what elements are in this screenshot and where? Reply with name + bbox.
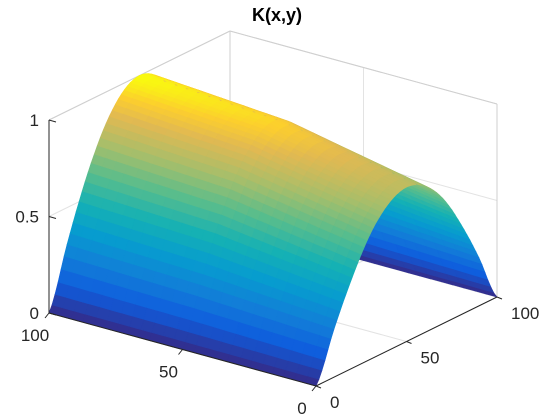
y-tick <box>44 312 50 319</box>
z-tick-label: 0 <box>30 304 39 323</box>
box-edge <box>229 30 498 105</box>
z-tick <box>48 216 57 219</box>
axis-ticks: 0 50 100 0 50 100 0 0.5 1 <box>15 111 539 418</box>
x-tick <box>315 385 322 389</box>
y-tick <box>178 349 183 355</box>
y-tick-label: 100 <box>21 326 49 345</box>
x-tick <box>496 296 503 300</box>
surface-patch <box>482 289 498 298</box>
y-tick-label: 50 <box>159 363 178 382</box>
z-tick-label: 0.5 <box>15 208 39 227</box>
y-tick-label: 0 <box>297 399 306 418</box>
y-tick <box>311 385 317 392</box>
z-tick-label: 1 <box>30 111 39 130</box>
x-tick-label: 0 <box>330 393 339 412</box>
z-tick <box>48 119 57 123</box>
chart-title: K(x,y) <box>252 5 302 25</box>
surface-mesh <box>48 73 498 387</box>
z-tick <box>48 312 57 316</box>
x-tick-label: 100 <box>511 304 539 323</box>
x-tick-label: 50 <box>421 349 440 368</box>
x-tick <box>406 341 412 344</box>
